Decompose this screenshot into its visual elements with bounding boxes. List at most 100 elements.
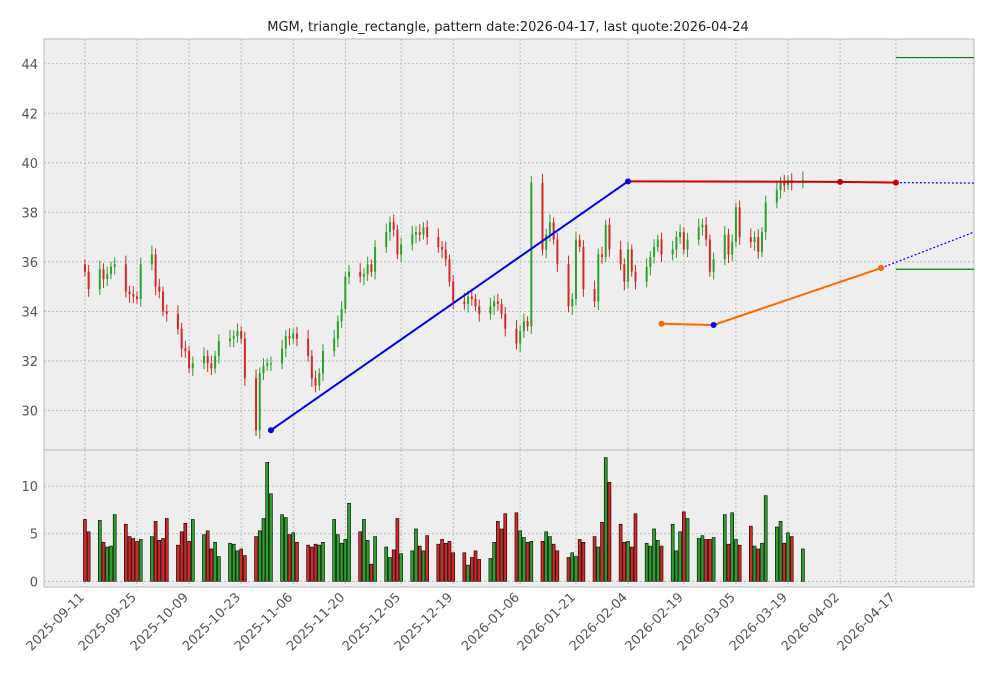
candle-body	[136, 296, 138, 299]
candle-body	[269, 363, 272, 365]
candle-body	[426, 227, 429, 238]
candle-body	[158, 286, 161, 292]
candle-body	[441, 246, 444, 250]
candle-body	[671, 249, 674, 255]
candle-body	[162, 291, 165, 312]
candle-body	[322, 350, 324, 374]
volume-bar	[295, 541, 299, 582]
volume-bar	[499, 528, 504, 582]
volume-bar	[488, 558, 493, 582]
volume-bar	[704, 539, 708, 582]
candle-body	[396, 229, 399, 255]
volume-bar	[83, 519, 87, 582]
candle-body	[415, 232, 417, 235]
volume-bar	[522, 537, 526, 582]
volume-bar	[239, 548, 243, 582]
volume-bar	[711, 537, 716, 582]
candle-body	[281, 348, 284, 364]
candle-body	[601, 254, 603, 257]
volume-bar	[254, 536, 258, 582]
volume-bar	[607, 482, 612, 582]
volume-bar	[670, 523, 675, 582]
volume-bar	[265, 462, 269, 582]
volume-bar	[760, 542, 764, 582]
volume-bar	[600, 522, 604, 582]
volume-bar	[306, 544, 310, 582]
volume-bar	[131, 538, 136, 582]
candle-body	[318, 373, 321, 386]
candle-body	[552, 222, 555, 240]
candle-body	[545, 234, 548, 250]
volume-bar	[596, 546, 601, 582]
pattern-point-marker	[267, 427, 274, 434]
volume-bar	[581, 541, 586, 582]
candle-body	[775, 190, 778, 203]
candle-body	[229, 338, 231, 342]
volume-bar	[518, 530, 522, 582]
candle-body	[779, 182, 782, 191]
volume-bar	[451, 552, 455, 582]
candle-body	[597, 254, 600, 302]
volume-tick-label: 10	[21, 480, 38, 495]
volume-bar	[417, 545, 422, 582]
candle-body	[474, 298, 477, 307]
volume-bar	[700, 535, 705, 582]
candle-body	[366, 264, 369, 275]
candle-body	[388, 222, 391, 233]
candle-body	[202, 355, 205, 364]
candle-body	[582, 246, 585, 290]
candle-body	[519, 331, 522, 344]
volume-bar	[269, 493, 273, 582]
volume-bar	[86, 531, 91, 582]
volume-bar	[503, 513, 508, 582]
volume-bar	[235, 550, 240, 582]
volume-bar	[410, 550, 415, 582]
candle-body	[359, 271, 362, 277]
candle-body	[188, 350, 191, 369]
candle-body	[682, 232, 685, 250]
volume-bar	[395, 518, 400, 582]
volume-bar	[756, 548, 761, 582]
candle-body	[87, 271, 90, 290]
volume-bar	[763, 495, 768, 582]
volume-bar	[443, 542, 448, 582]
candle-body	[530, 182, 533, 327]
candle-body	[712, 259, 715, 272]
candle-body	[232, 336, 235, 339]
volume-bar	[183, 522, 188, 582]
volume-bar	[648, 545, 653, 582]
price-tick-label: 38	[21, 206, 38, 221]
volume-bar	[124, 523, 128, 582]
volume-bar	[514, 512, 519, 582]
volume-bar	[321, 541, 325, 582]
candle-body	[478, 306, 481, 314]
volume-bar	[778, 521, 783, 582]
candle-body	[400, 244, 403, 255]
chart-title: MGM, triangle_rectangle, pattern date:20…	[267, 20, 748, 35]
candle-body	[522, 321, 525, 332]
volume-bar	[287, 534, 292, 582]
candle-body	[757, 237, 760, 252]
candle-body	[109, 266, 112, 275]
candlesticks	[83, 171, 804, 439]
volume-bar	[228, 542, 232, 582]
candle-body	[288, 336, 291, 339]
price-tick-label: 40	[21, 157, 38, 172]
volume-bar	[209, 548, 214, 582]
volume-bar	[544, 531, 548, 582]
candle-body	[627, 249, 630, 282]
candle-body	[448, 259, 451, 282]
candle-body	[656, 239, 659, 247]
volume-bar	[138, 539, 143, 582]
candle-body	[645, 266, 648, 282]
candle-body	[184, 348, 187, 351]
candle-body	[731, 242, 734, 255]
pattern-overlay	[267, 56, 975, 434]
volume-bar	[618, 523, 623, 582]
volume-bar	[603, 457, 608, 582]
candle-body	[708, 239, 711, 272]
volume-bar	[737, 544, 742, 582]
volume-bar	[153, 521, 158, 582]
candle-body	[154, 254, 157, 287]
volume-bar	[470, 557, 474, 582]
